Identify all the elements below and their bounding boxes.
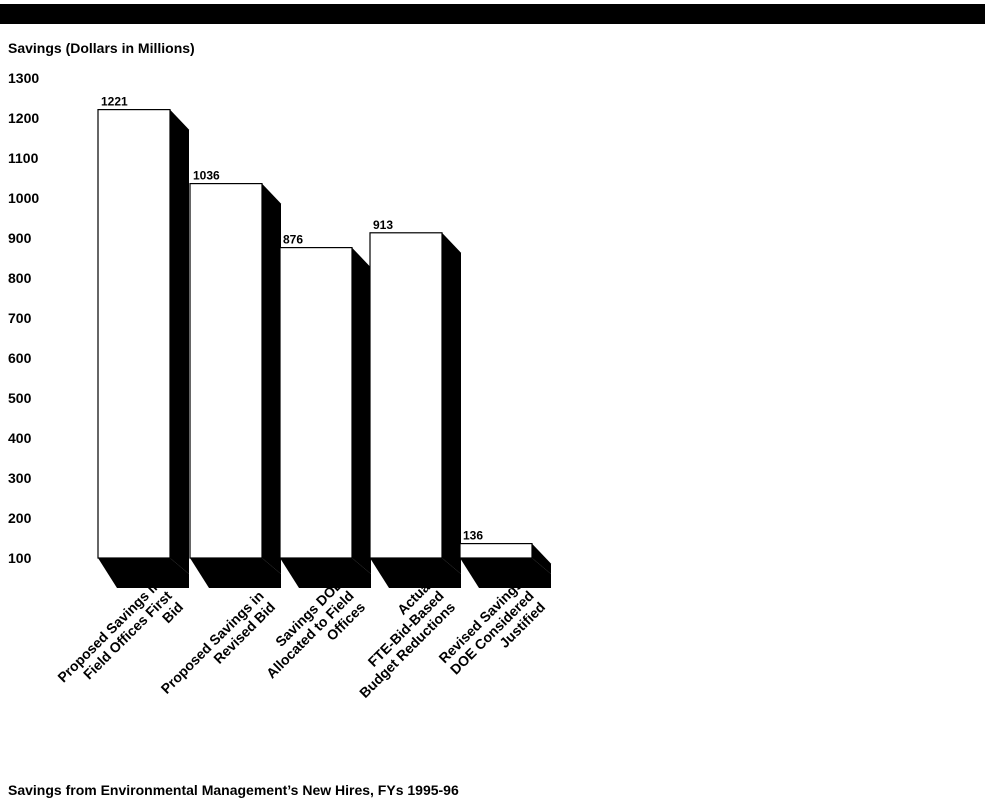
x-category-label: Savings DOEAllocated to FieldOffices [252,576,369,693]
bars: 1221 1036 876 913 136 [97,95,551,588]
y-tick-label: 800 [8,270,32,286]
bar-floor [98,558,189,588]
bar: 913 [369,218,461,588]
y-tick-label: 1200 [8,110,39,126]
bar-side [442,232,461,575]
bar-floor [190,558,281,588]
y-tick-label: 600 [8,350,32,366]
y-tick-label: 500 [8,390,32,406]
top-banner-bar [0,4,985,24]
bar-side [352,247,371,574]
bar-face [459,542,533,559]
y-tick-label: 400 [8,430,32,446]
bar-floor [280,558,371,588]
y-tick-label: 100 [8,550,32,566]
y-tick-label: 1000 [8,190,39,206]
bar-side [532,543,551,574]
bar: 1036 [189,169,281,588]
bar-side [262,183,281,574]
bar-value-label: 1036 [193,169,220,183]
x-category-label: Revised SavingsDOE ConsideredJustified [435,576,548,689]
bar: 1221 [97,95,189,588]
bar-value-label: 876 [283,233,303,247]
bar-side [170,109,189,574]
bar-face [97,108,171,559]
y-axis-title: Savings (Dollars in Millions) [8,40,195,56]
chart-caption: Savings from Environmental Management’s … [8,782,459,798]
y-tick-label: 1300 [8,70,39,86]
bar-value-label: 136 [463,529,483,543]
y-axis-ticks: 1300 1200 1100 1000 900 800 700 600 500 400 300 200… [8,70,39,566]
y-tick-label: 1100 [8,150,39,166]
bar-face [369,232,443,559]
bar-floor [370,558,461,588]
y-tick-label: 900 [8,230,32,246]
x-category-label-line: Proposed Savings in [54,576,163,685]
y-tick-label: 200 [8,510,32,526]
bar-face [279,247,353,559]
x-axis-labels: Proposed Savings inField Offices FirstBi… [54,576,548,701]
bar: 136 [459,529,551,588]
y-tick-label: 700 [8,310,32,326]
y-tick-label: 300 [8,470,32,486]
bar-floor [460,558,551,588]
bar: 876 [279,233,371,588]
bar-face [189,183,263,559]
bar-value-label: 913 [373,218,393,232]
bar-value-label: 1221 [101,95,128,109]
